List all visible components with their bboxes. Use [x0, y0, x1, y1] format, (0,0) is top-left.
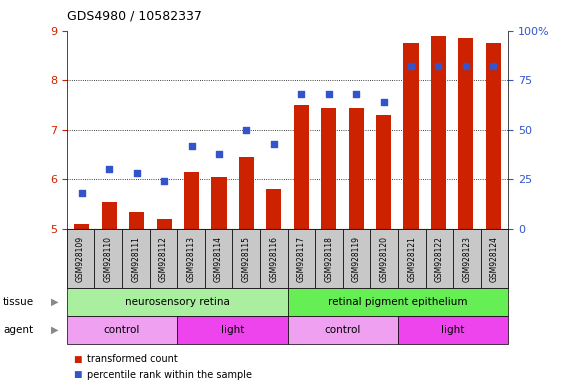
Point: [352, 91, 361, 97]
Text: GSM928122: GSM928122: [435, 236, 444, 281]
Text: retinal pigment epithelium: retinal pigment epithelium: [328, 297, 468, 307]
Text: ▶: ▶: [52, 297, 59, 307]
Bar: [74, 224, 89, 229]
Point: [406, 63, 415, 70]
Text: GSM928114: GSM928114: [214, 236, 223, 281]
Bar: [458, 38, 474, 229]
Bar: [129, 212, 144, 229]
Point: [379, 99, 388, 105]
Point: [132, 170, 141, 177]
Text: agent: agent: [3, 325, 33, 335]
Bar: [266, 189, 281, 229]
Point: [214, 151, 224, 157]
Text: neurosensory retina: neurosensory retina: [125, 297, 229, 307]
Point: [297, 91, 306, 97]
Bar: [102, 202, 117, 229]
Text: ■: ■: [73, 371, 81, 379]
Bar: [486, 43, 501, 229]
Text: percentile rank within the sample: percentile rank within the sample: [87, 370, 252, 380]
Point: [489, 63, 498, 70]
Point: [434, 63, 443, 70]
Text: GSM928109: GSM928109: [76, 235, 85, 282]
Bar: [403, 43, 418, 229]
Bar: [294, 105, 309, 229]
Text: ▶: ▶: [52, 325, 59, 335]
Text: transformed count: transformed count: [87, 354, 178, 364]
Bar: [376, 115, 391, 229]
Text: GSM928118: GSM928118: [325, 236, 333, 281]
Text: GSM928121: GSM928121: [407, 236, 416, 281]
Text: GSM928115: GSM928115: [242, 236, 250, 281]
Text: GSM928112: GSM928112: [159, 236, 168, 281]
Point: [461, 63, 471, 70]
Point: [269, 141, 278, 147]
Point: [105, 166, 114, 172]
Bar: [239, 157, 254, 229]
Text: ■: ■: [73, 355, 81, 364]
Text: GSM928111: GSM928111: [131, 236, 140, 281]
Text: tissue: tissue: [3, 297, 34, 307]
Text: GSM928123: GSM928123: [462, 236, 471, 281]
Text: GSM928113: GSM928113: [187, 236, 195, 281]
Text: GSM928117: GSM928117: [297, 236, 306, 281]
Text: GSM928110: GSM928110: [104, 236, 113, 281]
Text: GSM928120: GSM928120: [380, 236, 389, 281]
Point: [77, 190, 87, 196]
Text: GSM928124: GSM928124: [490, 236, 499, 281]
Bar: [157, 219, 172, 229]
Point: [160, 178, 169, 184]
Text: GSM928119: GSM928119: [352, 236, 361, 281]
Text: light: light: [221, 325, 244, 335]
Text: GSM928116: GSM928116: [270, 236, 278, 281]
Bar: [184, 172, 199, 229]
Point: [242, 127, 251, 133]
Text: light: light: [442, 325, 465, 335]
Bar: [211, 177, 227, 229]
Bar: [431, 36, 446, 229]
Point: [324, 91, 333, 97]
Text: control: control: [104, 325, 140, 335]
Text: control: control: [325, 325, 361, 335]
Bar: [321, 108, 336, 229]
Point: [187, 142, 196, 149]
Bar: [349, 108, 364, 229]
Text: GDS4980 / 10582337: GDS4980 / 10582337: [67, 10, 202, 23]
